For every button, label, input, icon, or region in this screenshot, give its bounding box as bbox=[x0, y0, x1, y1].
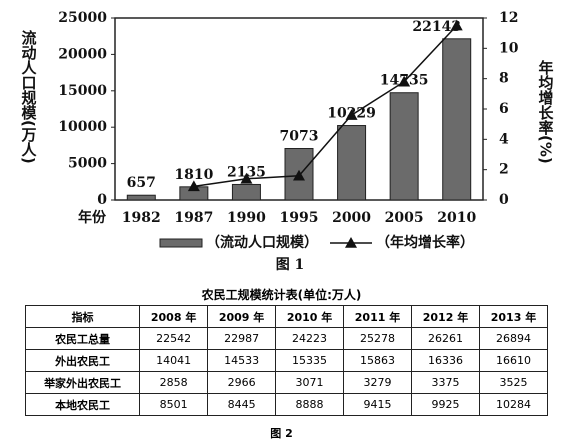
table-cell: 2011 年 bbox=[343, 305, 412, 328]
table-title: 农民工规模统计表(单位:万人) bbox=[201, 288, 362, 302]
y2-tick-label: 12 bbox=[499, 10, 518, 26]
table-cell: 2008 年 bbox=[139, 305, 209, 328]
table-cell: 25278 bbox=[343, 327, 412, 350]
table-cell: 14533 bbox=[207, 349, 277, 372]
table-row: 外出农民工 14041 14533 15335 15863 16336 16610 bbox=[24, 349, 549, 372]
table-cell: 2009 年 bbox=[207, 305, 277, 328]
table-cell: 3279 bbox=[343, 371, 412, 394]
x-tick-label: 2000 bbox=[332, 210, 371, 226]
x-tick-label: 2010 bbox=[437, 210, 476, 226]
y-axis-label: 流动人口规模(万人) bbox=[20, 29, 38, 164]
line-marker bbox=[398, 75, 411, 87]
table-cell: 15335 bbox=[275, 349, 345, 372]
table-cell: 14041 bbox=[139, 349, 209, 372]
table-cell: 26894 bbox=[478, 327, 549, 350]
y2-tick-label: 6 bbox=[499, 101, 509, 117]
table-cell: 2013 年 bbox=[478, 305, 549, 328]
table-cell: 农民工总量 bbox=[24, 327, 141, 350]
legend-label: （流动人口规模） bbox=[206, 234, 318, 251]
table-cell: 15863 bbox=[343, 349, 412, 372]
table-cell: 8501 bbox=[139, 393, 209, 416]
data-table: 指标 2008 年 2009 年 2010 年 2011 年 2012 年 2013 年农民… bbox=[24, 305, 549, 416]
table-cell: 3375 bbox=[411, 371, 480, 394]
y2-tick-label: 8 bbox=[499, 71, 509, 87]
table-caption: 图 2 bbox=[270, 427, 293, 440]
figure-label: 图 1 bbox=[276, 257, 305, 273]
legend-swatch bbox=[345, 237, 357, 248]
line-marker bbox=[345, 109, 358, 120]
line-marker bbox=[187, 180, 200, 192]
bar bbox=[442, 38, 472, 201]
x-tick-label: 1982 bbox=[122, 210, 161, 226]
y2-tick-label: 10 bbox=[499, 40, 519, 56]
table-cell: 举家外出农民工 bbox=[24, 371, 141, 394]
table-cell: 24223 bbox=[275, 327, 345, 350]
y-tick-label: 0 bbox=[97, 192, 107, 208]
y2-tick-label: 4 bbox=[499, 131, 509, 147]
table-row: 本地农民工 8501 8445 8888 9415 9925 10284 bbox=[24, 393, 549, 416]
line-marker bbox=[450, 19, 463, 31]
table-row: 农民工总量 22542 22987 24223 25278 26261 26894 bbox=[24, 327, 549, 350]
x-tick-label: 1995 bbox=[280, 210, 319, 226]
table-row: 举家外出农民工 2858 2966 3071 3279 3375 3525 bbox=[24, 371, 549, 394]
table-cell: 9415 bbox=[343, 393, 412, 416]
value-label: 1810 bbox=[174, 167, 213, 183]
table-row: 指标 2008 年 2009 年 2010 年 2011 年 2012 年 2013 年 bbox=[24, 305, 549, 328]
line-marker bbox=[293, 169, 305, 181]
x-axis-label: 年份 bbox=[78, 209, 107, 226]
legend-label: （年均增长率） bbox=[376, 234, 474, 251]
value-label: 7073 bbox=[280, 129, 319, 145]
y2-tick-label: 2 bbox=[499, 162, 509, 178]
value-label: 2135 bbox=[227, 164, 266, 180]
y-tick-label: 15000 bbox=[58, 83, 107, 99]
table-cell: 3071 bbox=[275, 371, 345, 394]
table-cell: 3525 bbox=[478, 371, 549, 394]
y2-axis-label: 年均增长率(%) bbox=[537, 59, 555, 164]
table-cell: 2858 bbox=[139, 371, 209, 394]
table-cell: 22987 bbox=[207, 327, 277, 350]
table-cell: 8445 bbox=[207, 393, 277, 416]
table-cell: 10284 bbox=[478, 393, 549, 416]
bar bbox=[389, 92, 419, 201]
bar bbox=[337, 125, 367, 201]
table-cell: 指标 bbox=[24, 305, 141, 328]
legend-swatch bbox=[159, 238, 203, 248]
table-cell: 16610 bbox=[478, 349, 549, 372]
table-cell: 8888 bbox=[275, 393, 345, 416]
table-cell: 22542 bbox=[139, 327, 209, 350]
y-tick-label: 25000 bbox=[58, 10, 107, 26]
table-cell: 16336 bbox=[411, 349, 480, 372]
line-marker bbox=[240, 172, 253, 184]
bar bbox=[231, 183, 261, 201]
y-tick-label: 5000 bbox=[68, 156, 107, 172]
value-label: 657 bbox=[127, 175, 156, 191]
table-cell: 外出农民工 bbox=[24, 349, 141, 372]
value-label: 22143 bbox=[412, 19, 461, 35]
table-cell: 本地农民工 bbox=[24, 393, 141, 416]
y-tick-label: 20000 bbox=[58, 46, 107, 62]
table-cell: 26261 bbox=[411, 327, 480, 350]
x-tick-label: 1990 bbox=[227, 210, 266, 226]
table-cell: 9925 bbox=[411, 393, 480, 416]
bar bbox=[126, 194, 156, 201]
x-tick-label: 2005 bbox=[385, 210, 424, 226]
table-cell: 2010 年 bbox=[275, 305, 345, 328]
line bbox=[193, 25, 458, 188]
chart: 流动人口规模(万人) 年均增长率(%) 年份 图 1 0 5000 10000 150… bbox=[20, 10, 555, 273]
y2-tick-label: 0 bbox=[499, 192, 509, 208]
table-cell: 2012 年 bbox=[411, 305, 480, 328]
table-cell: 2966 bbox=[207, 371, 277, 394]
y-tick-label: 10000 bbox=[58, 119, 107, 135]
x-tick-label: 1987 bbox=[174, 210, 213, 226]
